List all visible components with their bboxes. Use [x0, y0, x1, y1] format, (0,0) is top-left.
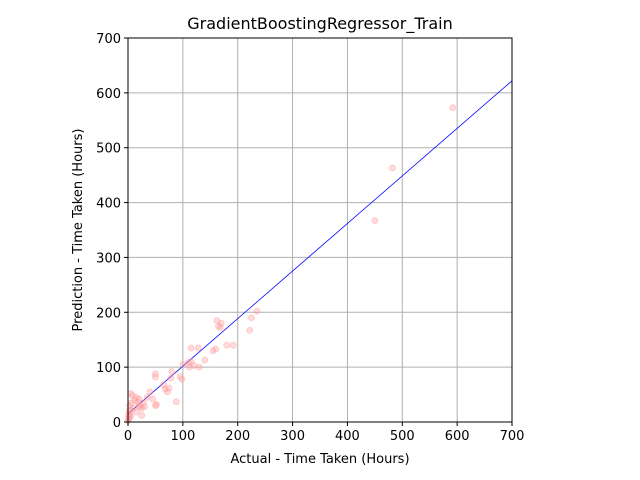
data-point	[209, 347, 217, 355]
data-point	[135, 395, 143, 403]
data-point	[172, 398, 180, 406]
data-point	[246, 326, 254, 334]
y-tick-label: 100	[96, 361, 121, 376]
data-point	[165, 384, 173, 392]
data-point	[161, 385, 169, 393]
grid-lines	[127, 37, 513, 423]
data-point	[146, 388, 154, 396]
data-point	[141, 403, 148, 411]
data-point	[187, 358, 195, 366]
data-point	[178, 375, 186, 383]
data-point	[229, 341, 237, 349]
data-point	[143, 393, 151, 401]
data-point	[168, 368, 176, 375]
data-point	[186, 363, 193, 371]
data-point	[187, 344, 195, 352]
data-point	[212, 345, 220, 353]
data-point	[139, 399, 147, 407]
data-point	[190, 362, 198, 369]
data-point	[138, 412, 146, 419]
data-point	[128, 392, 136, 400]
data-point	[164, 388, 171, 396]
data-point	[153, 401, 160, 408]
y-tick-label: 700	[96, 32, 121, 47]
data-point	[216, 324, 224, 332]
plot-frame	[127, 37, 513, 423]
data-point	[130, 404, 137, 412]
y-tick-label: 500	[96, 142, 121, 157]
data-point	[179, 360, 187, 368]
data-point	[248, 314, 255, 322]
data-point	[217, 319, 225, 327]
x-tick-label: 400	[335, 429, 360, 444]
data-point	[167, 374, 175, 382]
y-axis-ticks: 0 100 200 300 400 500 600 700	[96, 32, 128, 431]
data-point	[134, 398, 142, 406]
data-point	[152, 373, 159, 381]
y-tick-label: 300	[96, 251, 121, 266]
data-point	[176, 373, 184, 380]
chart-title: GradientBoostingRegressor_Train	[187, 14, 452, 34]
x-tick-label: 700	[500, 429, 525, 444]
data-point	[127, 413, 135, 420]
x-tick-label: 500	[390, 429, 415, 444]
y-tick-label: 600	[96, 87, 121, 102]
x-tick-label: 0	[124, 429, 132, 444]
x-axis-ticks: 0 100 200 300 400 500 600 700	[124, 422, 525, 444]
data-point	[160, 381, 168, 389]
y-axis-label: Prediction - Time Taken (Hours)	[71, 129, 86, 332]
x-axis-label: Actual - Time Taken (Hours)	[230, 452, 409, 467]
data-point	[253, 307, 261, 315]
data-point	[138, 404, 146, 412]
data-point	[152, 402, 159, 409]
data-points	[124, 104, 457, 425]
regression-line	[127, 80, 513, 415]
data-point	[184, 359, 192, 367]
data-point	[149, 395, 157, 403]
data-point	[223, 341, 231, 349]
data-point	[213, 317, 221, 324]
data-point	[195, 363, 203, 371]
data-point	[126, 406, 134, 414]
data-point	[131, 396, 138, 404]
y-tick-label: 0	[113, 416, 121, 431]
data-point	[201, 356, 209, 364]
y-tick-label: 400	[96, 197, 121, 212]
x-tick-label: 600	[445, 429, 470, 444]
data-point	[449, 104, 457, 112]
data-point	[127, 390, 135, 397]
data-point	[389, 164, 396, 172]
data-point	[215, 322, 222, 330]
data-point	[152, 370, 159, 378]
data-point	[136, 403, 144, 411]
x-tick-label: 300	[280, 429, 305, 444]
data-point	[135, 402, 143, 409]
data-point	[132, 393, 140, 401]
y-tick-label: 200	[96, 306, 121, 321]
data-point	[125, 412, 132, 419]
x-tick-label: 200	[225, 429, 250, 444]
data-point	[371, 217, 379, 225]
data-point	[194, 344, 202, 352]
x-tick-label: 100	[170, 429, 195, 444]
reference-line-group	[127, 80, 513, 415]
data-point	[132, 408, 140, 416]
